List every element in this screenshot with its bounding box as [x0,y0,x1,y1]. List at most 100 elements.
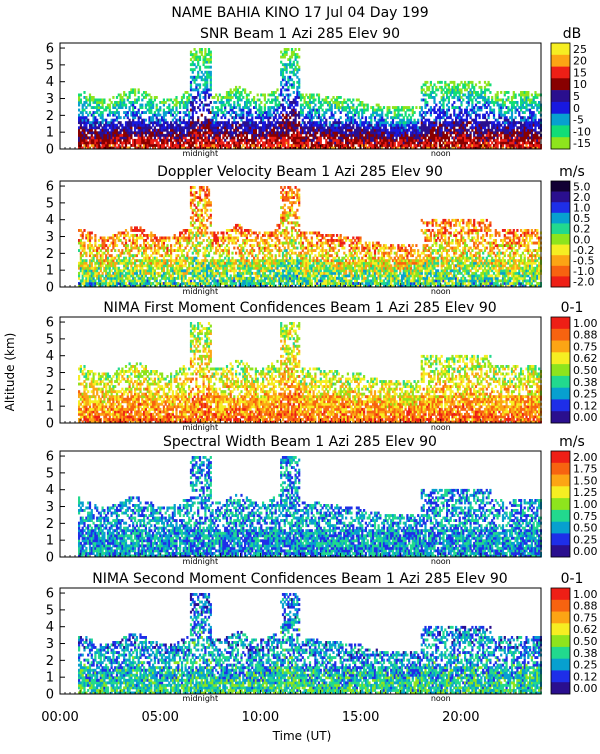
heatmap-cell [280,81,282,84]
heatmap-cell [323,144,325,147]
heatmap-cell [94,242,96,245]
heatmap-cell [152,116,154,119]
heatmap-cell [132,254,134,257]
heatmap-cell [154,136,156,139]
heatmap-cell [276,131,278,134]
heatmap-cell [289,61,291,64]
heatmap-cell [264,96,266,99]
heatmap-cell [451,119,453,122]
heatmap-cell [516,141,518,144]
heatmap-cell [83,136,85,139]
heatmap-cell [121,277,123,280]
heatmap-cell [480,94,482,97]
heatmap-cell [446,94,448,97]
heatmap-cell [103,262,105,265]
heatmap-cell [224,134,226,137]
heatmap-cell [83,267,85,270]
heatmap-cell [518,111,520,114]
heatmap-cell [298,56,300,59]
heatmap-cell [350,129,352,132]
heatmap-cell [379,106,381,109]
heatmap-cell [132,111,134,114]
heatmap-cell [302,111,304,114]
colorbar-swatch [551,43,570,55]
heatmap-cell [448,96,450,99]
heatmap-cell [132,229,134,232]
colorbar-swatch [551,125,570,137]
panel-title: Doppler Velocity Beam 1 Azi 285 Elev 90 [157,164,443,180]
heatmap-cell [323,124,325,127]
heatmap-cell [298,91,300,94]
heatmap-cell [318,109,320,112]
heatmap-cell [439,141,441,144]
heatmap-cell [94,237,96,240]
heatmap-cell [293,106,295,109]
heatmap-cell [515,124,517,127]
heatmap-cell [442,101,444,104]
heatmap-cell [405,126,407,129]
heatmap-cell [323,126,325,129]
heatmap-cell [361,134,363,137]
heatmap-cell [287,96,289,99]
heatmap-cell [276,134,278,137]
heatmap-cell [154,99,156,102]
heatmap-cell [513,129,515,132]
heatmap-cell [349,99,351,102]
heatmap-cell [534,116,536,119]
heatmap-cell [129,106,131,109]
heatmap-cell [488,124,490,127]
heatmap-cell [341,139,343,142]
heatmap-cell [410,116,412,119]
heatmap-cell [102,114,104,117]
heatmap-cell [195,124,197,127]
heatmap-cell [147,254,149,257]
heatmap-cell [186,91,188,94]
heatmap-cell [291,66,293,69]
heatmap-cell [195,66,197,69]
heatmap-cell [424,83,426,86]
heatmap-cell [121,144,123,147]
heatmap-cell [114,114,116,117]
heatmap-cell [455,119,457,122]
heatmap-cell [120,116,122,119]
heatmap-cell [424,106,426,109]
heatmap-cell [475,83,477,86]
heatmap-cell [125,104,127,107]
heatmap-cell [475,116,477,119]
heatmap-cell [323,134,325,137]
heatmap-cell [228,94,230,97]
heatmap-cell [284,96,286,99]
heatmap-cell [231,124,233,127]
heatmap-cell [129,277,131,280]
heatmap-cell [287,141,289,144]
heatmap-cell [109,104,111,107]
heatmap-cell [109,109,111,112]
heatmap-cell [381,111,383,114]
heatmap-cell [197,91,199,94]
heatmap-cell [271,101,273,104]
heatmap-cell [361,101,363,104]
heatmap-cell [210,71,212,74]
heatmap-cell [85,96,87,99]
heatmap-cell [323,99,325,102]
heatmap-cell [249,101,251,104]
heatmap-cell [482,134,484,137]
heatmap-cell [334,119,336,122]
heatmap-cell [91,237,93,240]
heatmap-cell [488,88,490,91]
heatmap-cell [479,116,481,119]
heatmap-cell [127,232,129,235]
heatmap-cell [118,126,120,129]
heatmap-cell [233,104,235,107]
heatmap-cell [83,134,85,137]
heatmap-cell [374,116,376,119]
heatmap-cell [421,88,423,91]
heatmap-cell [372,131,374,134]
heatmap-cell [129,257,131,260]
heatmap-cell [157,141,159,144]
heatmap-cell [136,239,138,242]
heatmap-cell [192,104,194,107]
heatmap-cell [280,51,282,54]
heatmap-cell [430,141,432,144]
